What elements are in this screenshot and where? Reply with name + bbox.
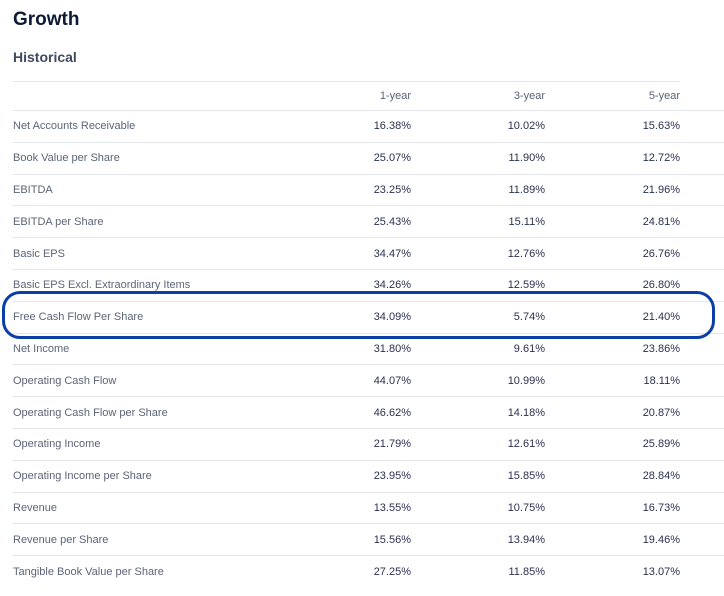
table-row: EBITDA per Share 25.43% 15.11% 24.81% <box>13 205 724 238</box>
value-3-year: 11.89% <box>411 173 545 206</box>
table-header-row: 1-year 3-year 5-year <box>13 81 724 111</box>
value-1-year: 44.07% <box>273 364 411 397</box>
row-label: Net Income <box>13 332 273 365</box>
value-1-year: 46.62% <box>273 396 411 429</box>
value-5-year: 16.73% <box>545 491 680 524</box>
row-spacer <box>680 491 724 524</box>
row-label: EBITDA per Share <box>13 205 273 238</box>
row-spacer <box>680 141 724 175</box>
section-heading: Historical <box>13 49 77 65</box>
row-label: Net Accounts Receivable <box>13 110 273 143</box>
table-row: Basic EPS Excl. Extraordinary Items 34.26… <box>13 268 724 302</box>
row-spacer <box>680 268 724 302</box>
value-5-year: 20.87% <box>545 396 680 429</box>
row-spacer <box>680 396 724 429</box>
table-row: Operating Income 21.79% 12.61% 25.89% <box>13 427 724 461</box>
value-3-year: 12.76% <box>411 237 545 270</box>
row-label: Free Cash Flow Per Share <box>13 300 273 334</box>
table-row: Book Value per Share 25.07% 11.90% 12.72% <box>13 141 724 175</box>
row-spacer <box>680 237 724 270</box>
table-row: Operating Cash Flow per Share 46.62% 14.18… <box>13 396 724 429</box>
column-header-1-year: 1-year <box>273 81 411 111</box>
table-row: Net Income 31.80% 9.61% 23.86% <box>13 332 724 365</box>
column-header-3-year: 3-year <box>411 81 545 111</box>
value-5-year: 21.40% <box>545 300 680 334</box>
row-label: Basic EPS Excl. Extraordinary Items <box>13 268 273 302</box>
value-1-year: 34.47% <box>273 237 411 270</box>
value-1-year: 34.09% <box>273 300 411 334</box>
page-title: Growth <box>13 9 80 30</box>
value-3-year: 9.61% <box>411 332 545 365</box>
value-1-year: 13.55% <box>273 491 411 524</box>
value-5-year: 12.72% <box>545 141 680 175</box>
row-label: Operating Income <box>13 427 273 461</box>
row-label: Revenue <box>13 491 273 524</box>
value-1-year: 34.26% <box>273 268 411 302</box>
value-1-year: 16.38% <box>273 110 411 143</box>
value-3-year: 13.94% <box>411 523 545 556</box>
value-1-year: 23.25% <box>273 173 411 206</box>
value-3-year: 11.85% <box>411 555 545 587</box>
value-5-year: 19.46% <box>545 523 680 556</box>
value-1-year: 25.43% <box>273 205 411 238</box>
row-label: Operating Cash Flow per Share <box>13 396 273 429</box>
value-3-year: 10.02% <box>411 110 545 143</box>
value-1-year: 21.79% <box>273 427 411 461</box>
value-5-year: 21.96% <box>545 173 680 206</box>
row-label: Revenue per Share <box>13 523 273 556</box>
value-1-year: 27.25% <box>273 555 411 587</box>
value-5-year: 25.89% <box>545 427 680 461</box>
row-spacer <box>680 459 724 493</box>
row-label: Tangible Book Value per Share <box>13 555 273 587</box>
value-5-year: 26.76% <box>545 237 680 270</box>
row-spacer <box>680 555 724 587</box>
table-row: Operating Cash Flow 44.07% 10.99% 18.11% <box>13 364 724 397</box>
value-1-year: 31.80% <box>273 332 411 365</box>
row-spacer <box>680 332 724 365</box>
row-spacer <box>680 110 724 143</box>
row-spacer <box>680 364 724 397</box>
row-label: EBITDA <box>13 173 273 206</box>
table-row: Revenue 13.55% 10.75% 16.73% <box>13 491 724 524</box>
value-3-year: 15.85% <box>411 459 545 493</box>
row-spacer <box>680 173 724 206</box>
table-row: EBITDA 23.25% 11.89% 21.96% <box>13 173 724 206</box>
value-1-year: 23.95% <box>273 459 411 493</box>
table-row: Tangible Book Value per Share 27.25% 11.85… <box>13 555 724 587</box>
column-header-metric <box>13 81 273 111</box>
value-5-year: 28.84% <box>545 459 680 493</box>
table-row: Free Cash Flow Per Share 34.09% 5.74% 21.40… <box>13 300 724 334</box>
value-3-year: 14.18% <box>411 396 545 429</box>
row-spacer <box>680 205 724 238</box>
value-5-year: 15.63% <box>545 110 680 143</box>
value-5-year: 23.86% <box>545 332 680 365</box>
table-row: Net Accounts Receivable 16.38% 10.02% 15.63… <box>13 110 724 143</box>
value-3-year: 5.74% <box>411 300 545 334</box>
value-3-year: 12.59% <box>411 268 545 302</box>
row-spacer <box>680 523 724 556</box>
value-5-year: 26.80% <box>545 268 680 302</box>
value-1-year: 15.56% <box>273 523 411 556</box>
row-label: Book Value per Share <box>13 141 273 175</box>
value-5-year: 13.07% <box>545 555 680 587</box>
value-1-year: 25.07% <box>273 141 411 175</box>
table-row: Revenue per Share 15.56% 13.94% 19.46% <box>13 523 724 556</box>
value-5-year: 18.11% <box>545 364 680 397</box>
value-3-year: 12.61% <box>411 427 545 461</box>
growth-table: 1-year 3-year 5-year Net Accounts Receiv… <box>13 81 724 587</box>
row-label: Operating Cash Flow <box>13 364 273 397</box>
value-3-year: 10.99% <box>411 364 545 397</box>
row-label: Basic EPS <box>13 237 273 270</box>
column-header-5-year: 5-year <box>545 81 680 111</box>
value-3-year: 15.11% <box>411 205 545 238</box>
table-row: Basic EPS 34.47% 12.76% 26.76% <box>13 237 724 270</box>
value-5-year: 24.81% <box>545 205 680 238</box>
value-3-year: 10.75% <box>411 491 545 524</box>
row-label: Operating Income per Share <box>13 459 273 493</box>
table-row: Operating Income per Share 23.95% 15.85% 28… <box>13 459 724 493</box>
row-spacer <box>680 427 724 461</box>
row-spacer <box>680 300 724 334</box>
value-3-year: 11.90% <box>411 141 545 175</box>
